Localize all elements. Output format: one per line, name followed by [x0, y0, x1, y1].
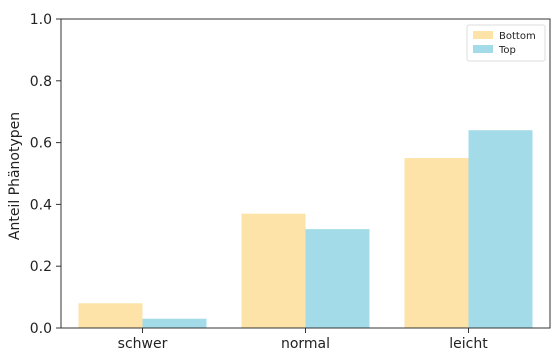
axes-group: 0.0 0.2 0.4 0.6 0.8 1.0 schwer normal leicht	[30, 12, 551, 349]
y-tick-label: 0.4	[30, 197, 52, 213]
legend-swatch-bottom	[473, 31, 493, 39]
bar-bottom-normal	[241, 213, 306, 328]
y-tick-label: 0.0	[30, 321, 52, 337]
bar-bottom-schwer	[78, 303, 143, 328]
x-tick-label-leicht: leicht	[449, 336, 488, 349]
bars-group	[78, 130, 533, 328]
y-tick-label: 0.6	[30, 136, 52, 152]
legend-label-bottom: Bottom	[499, 31, 536, 42]
bar-bottom-leicht	[404, 158, 469, 328]
y-tick-label: 0.2	[30, 259, 52, 275]
x-tick-label-schwer: schwer	[118, 336, 168, 349]
y-axis-label: Anteil Phänotypen	[7, 112, 23, 240]
legend: Bottom Top	[466, 24, 546, 62]
legend-label-top: Top	[498, 45, 516, 56]
y-tick-label: 1.0	[30, 12, 52, 28]
x-tick-label-normal: normal	[281, 336, 330, 349]
bar-top-normal	[305, 229, 370, 328]
bar-top-schwer	[142, 318, 207, 328]
bar-top-leicht	[468, 130, 533, 328]
y-tick-label: 0.8	[30, 74, 52, 90]
legend-swatch-top	[473, 45, 493, 53]
